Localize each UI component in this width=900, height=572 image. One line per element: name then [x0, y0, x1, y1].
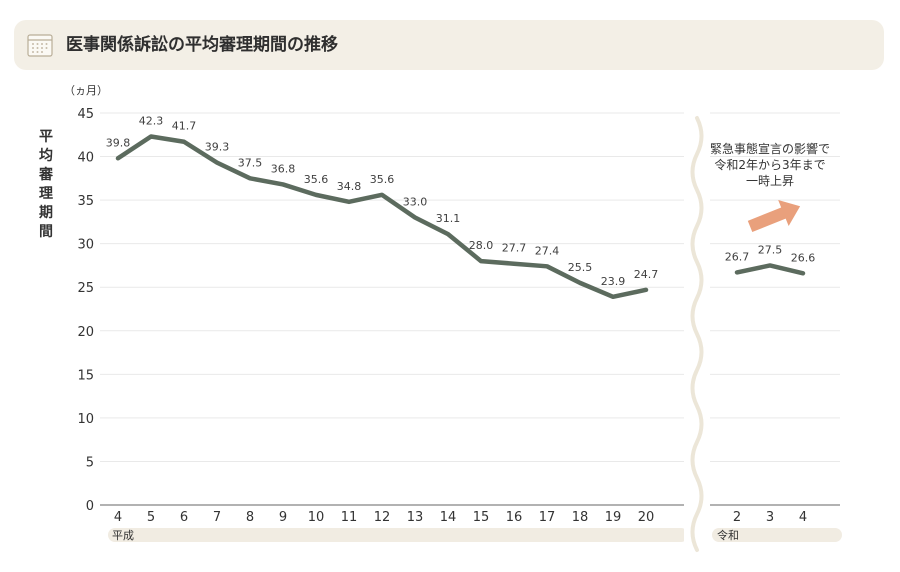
data-label: 26.6: [791, 251, 816, 264]
data-label: 23.9: [601, 275, 626, 288]
x-tick-label: 8: [246, 510, 254, 525]
up-arrow-icon: [747, 200, 801, 233]
data-label: 42.3: [139, 115, 164, 128]
era-band-heisei: [108, 528, 688, 542]
y-tick-label: 5: [86, 455, 94, 470]
data-point: [479, 259, 483, 263]
data-point: [380, 193, 384, 197]
y-tick-label: 15: [77, 368, 94, 383]
x-tick-label: 2: [733, 510, 741, 525]
x-tick-label: 17: [539, 510, 556, 525]
y-tick-label: 25: [77, 281, 94, 296]
data-point: [182, 140, 186, 144]
y-tick-label: 45: [77, 107, 94, 122]
x-tick-label: 9: [279, 510, 287, 525]
y-axis-label-char: 理: [39, 186, 53, 202]
y-axis-label-char: 期: [39, 205, 53, 221]
data-label: 27.7: [502, 242, 527, 255]
era-label: 令和: [717, 528, 739, 542]
data-label: 37.5: [238, 156, 263, 169]
x-tick-label: 16: [506, 510, 523, 525]
y-tick-label: 30: [77, 238, 94, 253]
y-tick-label: 40: [77, 151, 94, 166]
data-point: [248, 176, 252, 180]
y-tick-label: 0: [86, 499, 94, 514]
data-point: [578, 281, 582, 285]
chart-title: 医事関係訴訟の平均審理期間の推移: [66, 35, 338, 55]
data-label: 28.0: [469, 239, 494, 252]
x-tick-label: 4: [799, 510, 807, 525]
data-point: [512, 262, 516, 266]
x-tick-label: 5: [147, 510, 155, 525]
x-tick-label: 3: [766, 510, 774, 525]
data-point: [347, 200, 351, 204]
x-tick-label: 20: [638, 510, 655, 525]
data-point: [116, 156, 120, 160]
data-point: [801, 271, 805, 275]
data-label: 26.7: [725, 250, 750, 263]
data-point: [768, 263, 772, 267]
data-label: 35.6: [304, 173, 329, 186]
data-point: [413, 216, 417, 220]
x-tick-label: 7: [213, 510, 221, 525]
x-tick-label: 15: [473, 510, 490, 525]
x-tick-label: 4: [114, 510, 122, 525]
data-label: 27.4: [535, 244, 560, 257]
x-tick-label: 11: [341, 510, 358, 525]
data-label: 31.1: [436, 212, 461, 225]
axis-break-wave: [690, 116, 704, 552]
data-label: 34.8: [337, 180, 362, 193]
annotation-text: 一時上昇: [746, 174, 794, 188]
x-tick-label: 14: [440, 510, 457, 525]
y-unit-label: （ヵ月）: [64, 84, 108, 97]
calendar-icon: [27, 34, 53, 57]
data-label: 39.8: [106, 136, 131, 149]
y-axis-label-char: 間: [39, 224, 53, 240]
data-point: [149, 135, 153, 139]
x-tick-label: 13: [407, 510, 424, 525]
data-label: 33.0: [403, 196, 428, 209]
annotation-text: 令和2年から3年まで: [714, 157, 825, 172]
data-point: [314, 193, 318, 197]
x-tick-label: 6: [180, 510, 188, 525]
x-tick-label: 18: [572, 510, 589, 525]
data-label: 39.3: [205, 141, 230, 154]
y-tick-label: 20: [77, 325, 94, 340]
data-point: [215, 161, 219, 165]
data-point: [281, 182, 285, 186]
era-label: 平成: [112, 529, 134, 542]
y-axis-label-char: 審: [38, 166, 54, 183]
annotation-text: 緊急事態宣言の影響で: [710, 141, 830, 156]
data-point: [545, 264, 549, 268]
data-label: 27.5: [758, 243, 783, 256]
data-label: 36.8: [271, 162, 296, 175]
x-tick-label: 12: [374, 510, 391, 525]
data-point: [735, 270, 739, 274]
data-label: 35.6: [370, 173, 395, 186]
data-point: [611, 295, 615, 299]
chart-header: 医事関係訴訟の平均審理期間の推移: [14, 20, 884, 70]
y-tick-label: 10: [77, 412, 94, 427]
data-label: 25.5: [568, 261, 593, 274]
data-point: [446, 232, 450, 236]
data-label: 24.7: [634, 268, 659, 281]
era-band-reiwa: [712, 528, 842, 542]
y-tick-label: 35: [77, 194, 94, 209]
x-tick-label: 19: [605, 510, 622, 525]
y-axis-label-char: 均: [39, 147, 53, 164]
data-point: [644, 288, 648, 292]
data-label: 41.7: [172, 120, 197, 133]
y-axis-label-char: 平: [39, 129, 53, 145]
x-tick-label: 10: [308, 510, 325, 525]
